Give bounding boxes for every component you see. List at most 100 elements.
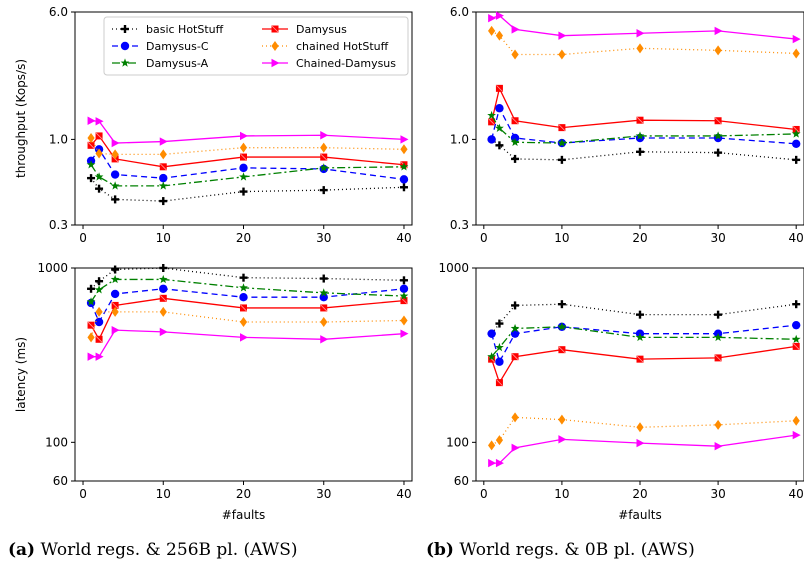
data-point-damysus-c [159,173,168,183]
data-point-chained-damysus [792,34,801,44]
series-damysus-a [86,160,409,190]
data-point-basic-hotstuff [511,301,520,310]
data-point-damysus-a [94,172,104,181]
panel-b-latency-chart: 0 10 20 30 40 1000 100 60 #faults [438,261,804,522]
series-line-chained-damysus [491,14,797,40]
data-point-basic-hotstuff [399,276,408,285]
data-point-damysus-c [94,317,104,327]
data-point-damysus-a [319,288,329,297]
data-point-chained-hotstuff [87,332,95,343]
y-tick-label: 60 [53,474,68,488]
series-basic-hotstuff [487,300,801,338]
legend-marker [120,58,130,67]
data-point-basic-hotstuff [319,274,328,283]
y-tick-label: 60 [454,474,469,488]
data-point-chained-damysus [558,31,567,40]
data-point-basic-hotstuff [557,300,566,309]
data-point-chained-hotstuff [495,30,504,41]
data-point-damysus [488,118,496,126]
data-point-damysus-c [399,284,409,293]
legend-marker [271,25,279,33]
legend-entry-chained-damysus: Chained-Damysus [262,57,396,70]
data-point-damysus [714,117,722,125]
x-axis-label: #faults [222,508,266,522]
data-point-damysus [495,379,503,387]
series-basic-hotstuff [87,174,408,206]
data-point-chained-hotstuff [87,132,95,143]
data-point-damysus-c [110,170,120,179]
data-point-chained-hotstuff [488,25,496,36]
data-point-chained-hotstuff [239,142,248,153]
data-point-chained-damysus [488,13,497,23]
series-damysus-a [487,322,801,361]
y-tick-label: 100 [45,435,68,449]
data-point-damysus [320,304,328,312]
data-point-damysus [714,354,722,362]
series-line-damysus-c [490,324,797,364]
data-point-basic-hotstuff [714,310,723,319]
data-point-chained-hotstuff [558,49,566,60]
data-point-damysus [159,294,167,302]
series-chained-hotstuff [488,412,800,451]
data-point-chained-damysus [320,335,329,344]
data-point-chained-damysus [636,438,645,448]
data-point-damysus [320,153,328,161]
data-point-chained-damysus [240,131,248,141]
data-point-chained-hotstuff [239,317,248,328]
series-damysus-a [487,110,801,147]
data-point-basic-hotstuff [159,197,168,206]
data-point-chained-hotstuff [792,415,800,426]
series-line-basic-hotstuff [491,138,797,161]
series-chained-damysus [488,430,801,468]
series-damysus [87,294,408,343]
data-point-chained-hotstuff [558,414,566,425]
legend-entry-damysus-a: Damysus-A [112,57,209,70]
data-point-damysus [240,153,247,161]
x-tick-label: 20 [632,231,647,245]
data-point-chained-hotstuff [95,306,103,317]
legend-marker [271,58,280,68]
y-axis-label: throughput (Kops/s) [14,59,28,178]
data-point-chained-damysus [511,25,520,34]
series-damysus [488,342,800,387]
data-point-chained-damysus [400,135,409,144]
legend-box [103,16,409,76]
data-point-basic-hotstuff [111,195,120,204]
data-point-damysus-a [399,291,409,300]
series-line-basic-hotstuff [90,177,405,202]
data-point-basic-hotstuff [636,310,644,319]
x-tick-label: 40 [789,231,804,245]
data-point-damysus-c [159,284,168,293]
y-tick-label: 6.0 [450,5,469,19]
x-tick-label: 20 [236,487,251,501]
caption-b-tag: (b) [426,540,454,560]
data-point-basic-hotstuff [792,300,801,309]
x-tick-label: 10 [156,231,171,245]
data-point-damysus [87,321,95,329]
data-point-basic-hotstuff [511,154,520,163]
data-point-chained-hotstuff [400,315,408,326]
panel-a-throughput-chart: 0 10 20 30 40 6.0 1.0 0.3 throughput (Kops/s) [14,5,413,245]
data-point-damysus-c [791,320,801,330]
caption-b: (b) World regs. & 0B pl. (AWS) [426,540,695,560]
data-point-damysus-c [239,292,248,302]
data-point-damysus-a [495,342,504,352]
data-point-damysus-a [713,131,723,140]
x-tick-label: 40 [789,487,804,501]
data-point-basic-hotstuff [714,148,723,157]
data-point-basic-hotstuff [95,277,104,286]
data-point-basic-hotstuff [239,273,248,282]
x-tick-label: 0 [79,487,87,501]
series-line-chained-hotstuff [90,311,404,338]
data-point-chained-damysus [159,137,168,146]
data-point-chained-damysus [714,442,723,451]
data-point-basic-hotstuff [239,187,248,196]
data-point-chained-hotstuff [714,419,722,430]
x-tick-label: 0 [79,231,87,245]
data-point-basic-hotstuff [87,174,96,183]
y-tick-label: 1000 [37,261,68,275]
data-point-damysus-c [239,163,248,173]
data-point-damysus-a [319,163,329,172]
series-chained-damysus [87,325,409,361]
data-point-chained-hotstuff [792,48,800,59]
